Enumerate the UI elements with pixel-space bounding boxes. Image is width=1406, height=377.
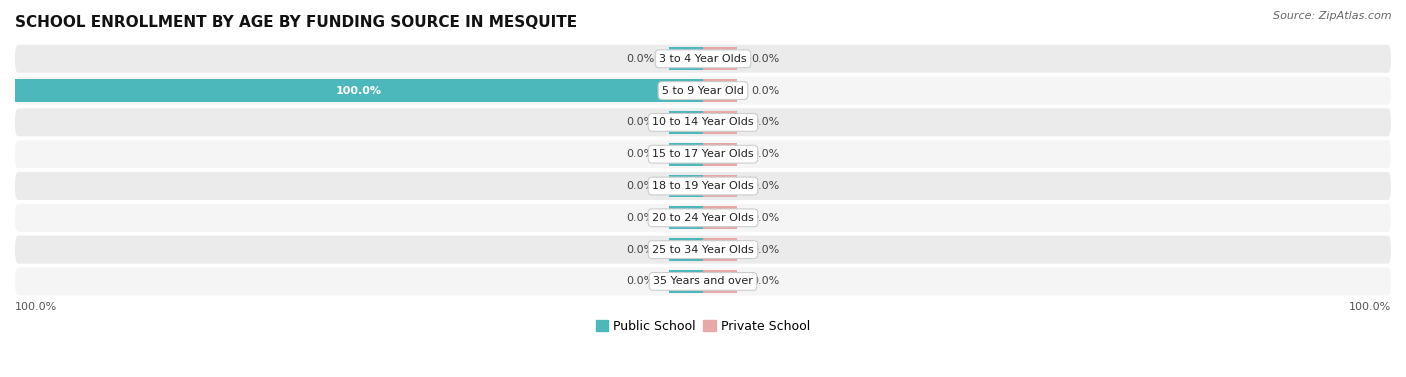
Text: 0.0%: 0.0% [627,276,655,287]
Bar [703,48,737,70]
FancyBboxPatch shape [15,109,1391,136]
FancyBboxPatch shape [15,267,1391,296]
Bar [703,111,737,134]
Text: 0.0%: 0.0% [751,117,779,127]
Bar [15,79,703,102]
Text: 15 to 17 Year Olds: 15 to 17 Year Olds [652,149,754,159]
Text: 10 to 14 Year Olds: 10 to 14 Year Olds [652,117,754,127]
Text: 25 to 34 Year Olds: 25 to 34 Year Olds [652,245,754,254]
Text: 100.0%: 100.0% [336,86,382,96]
FancyBboxPatch shape [15,140,1391,168]
Bar [669,48,703,70]
Text: 0.0%: 0.0% [627,54,655,64]
Text: 0.0%: 0.0% [627,149,655,159]
Text: 5 to 9 Year Old: 5 to 9 Year Old [662,86,744,96]
Bar [669,111,703,134]
Text: 18 to 19 Year Olds: 18 to 19 Year Olds [652,181,754,191]
FancyBboxPatch shape [15,45,1391,73]
Text: 0.0%: 0.0% [751,86,779,96]
Bar [703,175,737,198]
Bar [703,206,737,229]
Bar [669,270,703,293]
Bar [703,238,737,261]
Text: 35 Years and over: 35 Years and over [652,276,754,287]
Text: Source: ZipAtlas.com: Source: ZipAtlas.com [1274,11,1392,21]
Bar [669,238,703,261]
Text: 3 to 4 Year Olds: 3 to 4 Year Olds [659,54,747,64]
Text: 0.0%: 0.0% [627,181,655,191]
Text: 0.0%: 0.0% [751,213,779,223]
Bar [703,79,737,102]
Text: 0.0%: 0.0% [751,276,779,287]
Text: 0.0%: 0.0% [751,54,779,64]
FancyBboxPatch shape [15,172,1391,200]
Text: 0.0%: 0.0% [627,245,655,254]
Legend: Public School, Private School: Public School, Private School [593,317,813,336]
FancyBboxPatch shape [15,236,1391,264]
Bar [703,143,737,166]
Bar [669,143,703,166]
FancyBboxPatch shape [15,204,1391,232]
FancyBboxPatch shape [15,77,1391,104]
Text: 100.0%: 100.0% [1348,302,1391,312]
Text: 0.0%: 0.0% [751,149,779,159]
Bar [703,270,737,293]
Bar [669,175,703,198]
Text: 0.0%: 0.0% [751,181,779,191]
Text: 0.0%: 0.0% [627,213,655,223]
Text: SCHOOL ENROLLMENT BY AGE BY FUNDING SOURCE IN MESQUITE: SCHOOL ENROLLMENT BY AGE BY FUNDING SOUR… [15,15,576,30]
Text: 100.0%: 100.0% [15,302,58,312]
Text: 20 to 24 Year Olds: 20 to 24 Year Olds [652,213,754,223]
Text: 0.0%: 0.0% [751,245,779,254]
Bar [669,206,703,229]
Text: 0.0%: 0.0% [627,117,655,127]
